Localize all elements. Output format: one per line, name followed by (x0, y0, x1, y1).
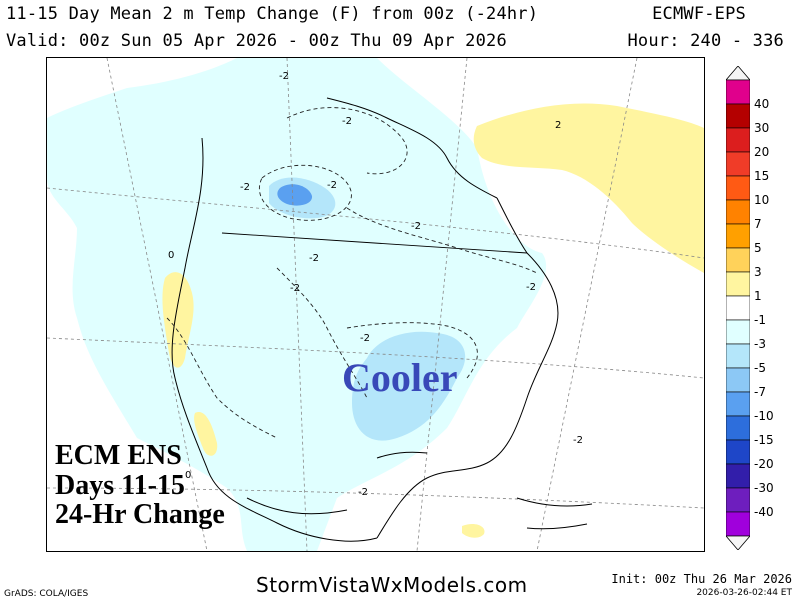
overlay-line: ECM ENS (55, 440, 182, 471)
generated-timestamp: 2026-03-26-02:44 ET (696, 588, 792, 598)
colorbar-swatch (726, 439, 750, 465)
contour-label: -2 (358, 487, 368, 498)
contour-label: -2 (526, 282, 536, 293)
colorbar-swatch (726, 79, 750, 105)
contour-label: 2 (555, 120, 561, 131)
colorbar-arrow-bottom (726, 535, 750, 550)
cooler-annotation: Cooler (342, 355, 458, 400)
colorbar-label: 10 (754, 193, 770, 207)
cold-core-canada (277, 184, 313, 206)
contours (166, 107, 538, 439)
contour-labels: -2 -2 -2 -2 -2 -2 -2 -2 -2 -2 2 -2 0 0 (168, 71, 583, 498)
colorbar-label: 30 (754, 121, 770, 135)
colorbar-swatch (726, 103, 750, 129)
contour-label: -2 (290, 283, 300, 294)
colorbar-swatch (726, 295, 750, 321)
contour-label: 0 (185, 470, 191, 481)
colorbar-swatch (726, 247, 750, 273)
colorbar-swatch (726, 415, 750, 441)
colorbar-label: -40 (754, 505, 774, 519)
cooling-area (47, 58, 547, 551)
colorbar-label: 5 (754, 241, 762, 255)
colorbar-swatch (726, 199, 750, 225)
contour-label: -2 (240, 182, 250, 193)
colorbar-label: -20 (754, 457, 774, 471)
color-scale-bar (726, 66, 750, 550)
colorbar-label: 20 (754, 145, 770, 159)
colorbar-swatch (726, 319, 750, 345)
contour-label: -2 (279, 71, 289, 82)
contour-label: -2 (573, 435, 583, 446)
model-overlay-label: ECM ENS Days 11-15 24-Hr Change (55, 441, 225, 530)
grads-credit: GrADS: COLA/IGES (4, 589, 89, 599)
colorbar-swatch (726, 487, 750, 513)
valid-period: Valid: 00z Sun 05 Apr 2026 - 00z Thu 09 … (6, 31, 507, 51)
colorbar-swatch (726, 271, 750, 297)
forecast-hours: Hour: 240 - 336 (627, 31, 784, 51)
map-title: 11-15 Day Mean 2 m Temp Change (F) from … (6, 4, 539, 24)
init-time: Init: 00z Thu 26 Mar 2026 (611, 572, 792, 586)
colorbar-swatch (726, 151, 750, 177)
colorbar-swatch (726, 391, 750, 417)
warm-area-caribbean (462, 523, 485, 538)
contour-label: -2 (309, 253, 319, 264)
coastlines (171, 97, 593, 542)
colorbar-swatch (726, 463, 750, 489)
colorbar-arrow-top (726, 66, 750, 81)
colorbar-label: 3 (754, 265, 762, 279)
colorbar-label: 7 (754, 217, 762, 231)
contour-label: -2 (411, 221, 421, 232)
colorbar-label: 40 (754, 97, 770, 111)
graticule (47, 58, 704, 551)
colorbar-label: 1 (754, 289, 762, 303)
colorbar-swatch (726, 511, 750, 537)
warm-area-west (162, 272, 194, 368)
colorbar-label: -1 (754, 313, 766, 327)
contour-label: 0 (168, 250, 174, 261)
contour-label: -2 (327, 180, 337, 191)
cool-area-south (352, 331, 466, 441)
colorbar-label: -5 (754, 361, 766, 375)
site-name: StormVistaWxModels.com (256, 573, 528, 597)
colorbar-label: 15 (754, 169, 770, 183)
colorbar-swatch (726, 367, 750, 393)
colorbar-swatch (726, 343, 750, 369)
colorbar-swatch (726, 223, 750, 249)
colorbar-label: -10 (754, 409, 774, 423)
warm-area-northeast (473, 103, 704, 273)
overlay-line: 24-Hr Change (55, 499, 225, 531)
colorbar-label: -30 (754, 481, 774, 495)
colorbar-swatch (726, 127, 750, 153)
colorbar-label: -3 (754, 337, 766, 351)
contour-label: -2 (360, 333, 370, 344)
map-panel: -2 -2 -2 -2 -2 -2 -2 -2 -2 -2 2 -2 0 0 C… (46, 57, 705, 552)
overlay-line: Days 11-15 (55, 469, 185, 501)
contour-label: -2 (342, 116, 352, 127)
colorbar-label: -15 (754, 433, 774, 447)
colorbar-label: -7 (754, 385, 766, 399)
model-name: ECMWF-EPS (652, 4, 746, 24)
map-canvas: -2 -2 -2 -2 -2 -2 -2 -2 -2 -2 2 -2 0 0 (47, 58, 704, 551)
warm-area-baja (194, 412, 218, 456)
colorbar-swatch (726, 175, 750, 201)
